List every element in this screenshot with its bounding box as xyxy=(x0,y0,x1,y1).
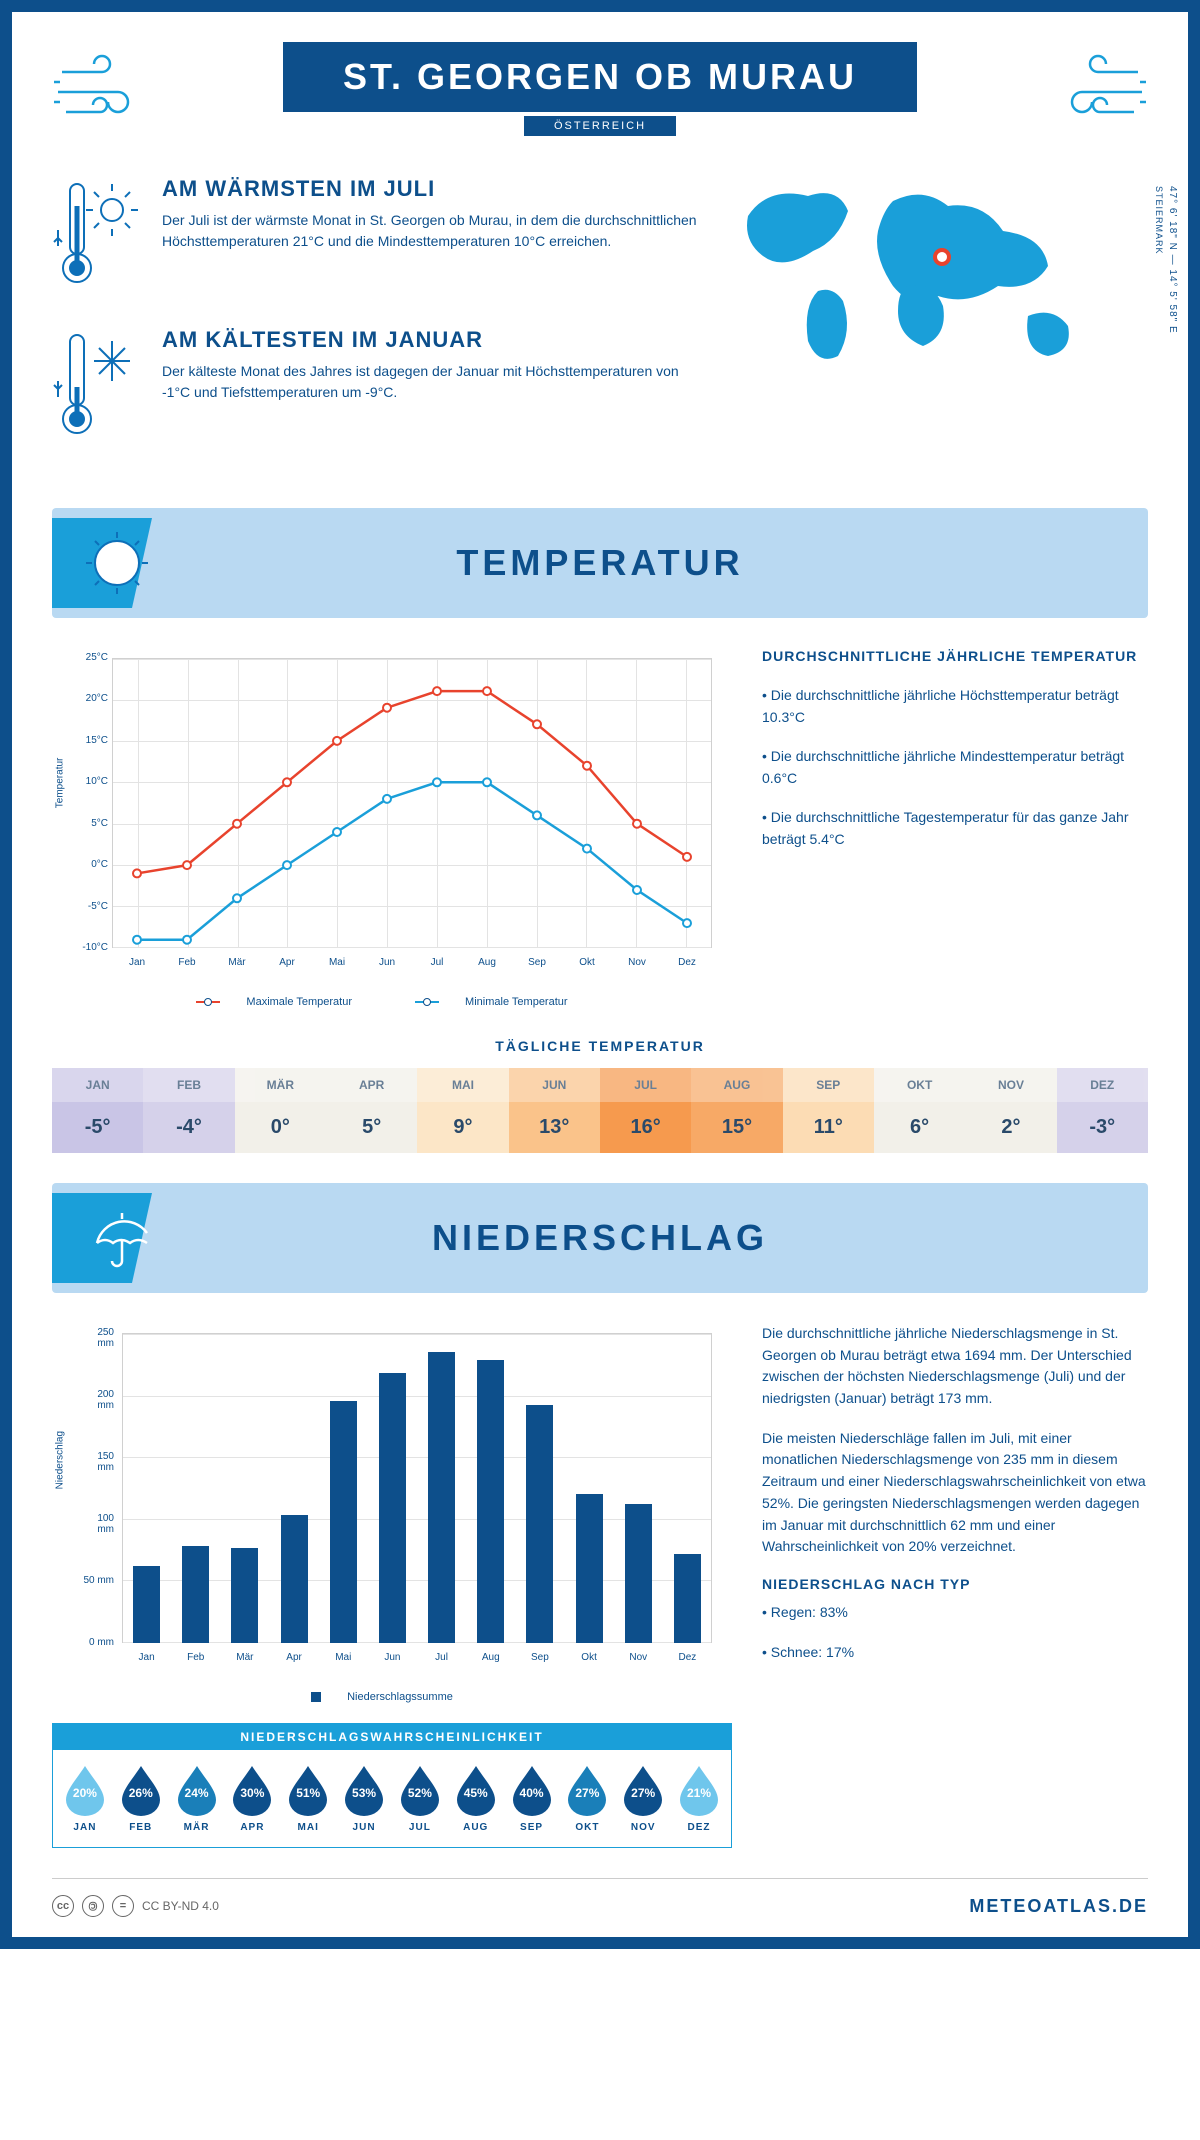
section-title-precip: NIEDERSCHLAG xyxy=(432,1217,768,1259)
umbrella-icon xyxy=(82,1203,152,1278)
precip-legend: Niederschlagssumme xyxy=(52,1691,732,1703)
prob-drop: 30%APR xyxy=(226,1764,278,1833)
license-text: CC BY-ND 4.0 xyxy=(142,1899,219,1913)
legend-precip: Niederschlagssumme xyxy=(347,1691,453,1703)
daily-col: MAI9° xyxy=(417,1068,508,1153)
sun-icon xyxy=(82,528,152,603)
daily-col: JAN-5° xyxy=(52,1068,143,1153)
page-title: ST. GEORGEN OB MURAU xyxy=(343,56,857,98)
temperature-line-chart: Temperatur Maximale Temperatur Minimale … xyxy=(52,648,732,1008)
header: ST. GEORGEN OB MURAU ÖSTERREICH xyxy=(52,42,1148,136)
legend-min: Minimale Temperatur xyxy=(465,996,568,1008)
prob-drop: 26%FEB xyxy=(115,1764,167,1833)
coldest-text: Der kälteste Monat des Jahres ist dagege… xyxy=(162,361,698,403)
wind-icon xyxy=(52,52,162,137)
temperature-legend: Maximale Temperatur Minimale Temperatur xyxy=(52,996,732,1008)
region-label: STEIERMARK xyxy=(1154,186,1164,255)
daily-col: AUG15° xyxy=(691,1068,782,1153)
precip-p1: Die durchschnittliche jährliche Niedersc… xyxy=(762,1323,1148,1410)
coordinates-label: 47° 6' 18" N — 14° 5' 58" E xyxy=(1167,186,1178,334)
thermometer-cold-icon xyxy=(52,327,142,452)
daily-col: DEZ-3° xyxy=(1057,1068,1148,1153)
country-label: ÖSTERREICH xyxy=(524,116,676,136)
chart-ylabel: Temperatur xyxy=(55,758,66,809)
thermometer-hot-icon xyxy=(52,176,142,301)
cc-nd-icon: = xyxy=(112,1895,134,1917)
cc-by-icon: 🄯 xyxy=(82,1895,104,1917)
precip-snow: • Schnee: 17% xyxy=(762,1642,1148,1664)
brand-label: METEOATLAS.DE xyxy=(969,1896,1148,1917)
prob-drop: 27%NOV xyxy=(617,1764,669,1833)
daily-col: APR5° xyxy=(326,1068,417,1153)
temp-info-title: DURCHSCHNITTLICHE JÄHRLICHE TEMPERATUR xyxy=(762,648,1148,664)
prob-title: NIEDERSCHLAGSWAHRSCHEINLICHKEIT xyxy=(53,1724,731,1750)
prob-drop: 53%JUN xyxy=(338,1764,390,1833)
prob-drop: 20%JAN xyxy=(59,1764,111,1833)
temp-info-b1: • Die durchschnittliche jährliche Höchst… xyxy=(762,684,1148,729)
daily-col: NOV2° xyxy=(965,1068,1056,1153)
map-area: STEIERMARK 47° 6' 18" N — 14° 5' 58" E xyxy=(728,176,1148,478)
section-temperature-band: TEMPERATUR xyxy=(52,508,1148,618)
prob-drop: 27%OKT xyxy=(561,1764,613,1833)
precip-type-title: NIEDERSCHLAG NACH TYP xyxy=(762,1576,1148,1592)
section-precip-band: NIEDERSCHLAG xyxy=(52,1183,1148,1293)
prob-drop: 24%MÄR xyxy=(171,1764,223,1833)
temperature-row: Temperatur Maximale Temperatur Minimale … xyxy=(52,648,1148,1008)
prob-drop: 45%AUG xyxy=(450,1764,502,1833)
daily-col: MÄR0° xyxy=(235,1068,326,1153)
legend-max: Maximale Temperatur xyxy=(246,996,352,1008)
intro-row: AM WÄRMSTEN IM JULI Der Juli ist der wär… xyxy=(52,176,1148,478)
warmest-fact: AM WÄRMSTEN IM JULI Der Juli ist der wär… xyxy=(52,176,698,301)
daily-col: OKT6° xyxy=(874,1068,965,1153)
daily-col: JUN13° xyxy=(509,1068,600,1153)
cc-icon: cc xyxy=(52,1895,74,1917)
prob-drop: 51%MAI xyxy=(282,1764,334,1833)
warmest-text: Der Juli ist der wärmste Monat in St. Ge… xyxy=(162,210,698,252)
daily-temp-title: TÄGLICHE TEMPERATUR xyxy=(52,1038,1148,1054)
precip-row: Niederschlag Niederschlagssumme 250 mm20… xyxy=(52,1323,1148,1848)
infographic-page: ST. GEORGEN OB MURAU ÖSTERREICH AM WÄRMS… xyxy=(0,0,1200,1949)
precipitation-bar-chart: Niederschlag Niederschlagssumme 250 mm20… xyxy=(52,1323,732,1703)
title-band: ST. GEORGEN OB MURAU xyxy=(283,42,917,112)
precip-info: Die durchschnittliche jährliche Niedersc… xyxy=(762,1323,1148,1848)
daily-temperature-table: JAN-5°FEB-4°MÄR0°APR5°MAI9°JUN13°JUL16°A… xyxy=(52,1068,1148,1153)
footer: cc 🄯 = CC BY-ND 4.0 METEOATLAS.DE xyxy=(52,1878,1148,1917)
world-map-icon xyxy=(728,176,1108,376)
temp-info-b2: • Die durchschnittliche jährliche Mindes… xyxy=(762,745,1148,790)
daily-col: JUL16° xyxy=(600,1068,691,1153)
coldest-title: AM KÄLTESTEN IM JANUAR xyxy=(162,327,698,353)
prob-drop: 40%SEP xyxy=(506,1764,558,1833)
prob-drop: 52%JUL xyxy=(394,1764,446,1833)
warmest-title: AM WÄRMSTEN IM JULI xyxy=(162,176,698,202)
facts-column: AM WÄRMSTEN IM JULI Der Juli ist der wär… xyxy=(52,176,698,478)
daily-col: SEP11° xyxy=(783,1068,874,1153)
precip-probability-box: NIEDERSCHLAGSWAHRSCHEINLICHKEIT 20%JAN26… xyxy=(52,1723,732,1848)
daily-col: FEB-4° xyxy=(143,1068,234,1153)
license-block: cc 🄯 = CC BY-ND 4.0 xyxy=(52,1895,219,1917)
temp-info-b3: • Die durchschnittliche Tagestemperatur … xyxy=(762,806,1148,851)
prob-drop: 21%DEZ xyxy=(673,1764,725,1833)
precip-rain: • Regen: 83% xyxy=(762,1602,1148,1624)
precip-p2: Die meisten Niederschläge fallen im Juli… xyxy=(762,1428,1148,1558)
coldest-fact: AM KÄLTESTEN IM JANUAR Der kälteste Mona… xyxy=(52,327,698,452)
chart-ylabel: Niederschlag xyxy=(55,1431,66,1489)
wind-icon xyxy=(1038,52,1148,137)
temperature-info: DURCHSCHNITTLICHE JÄHRLICHE TEMPERATUR •… xyxy=(762,648,1148,1008)
section-title-temperature: TEMPERATUR xyxy=(456,542,743,584)
